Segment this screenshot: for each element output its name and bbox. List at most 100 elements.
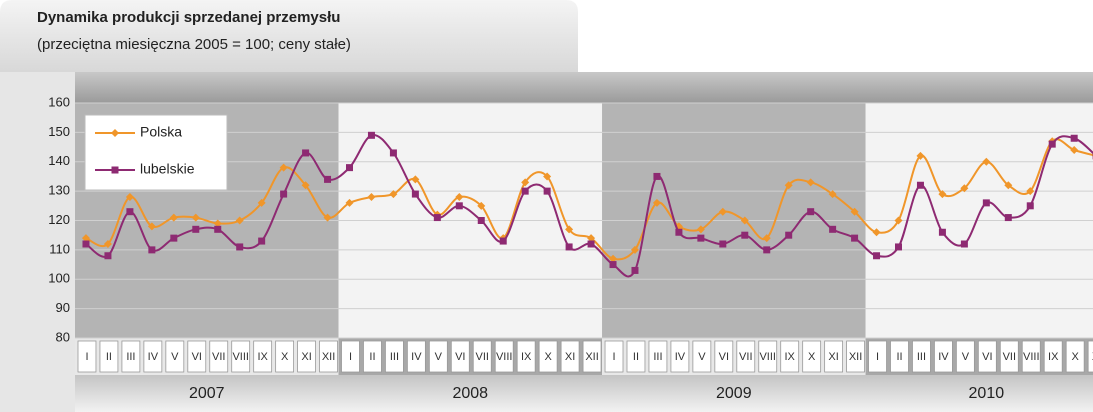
month-box	[121, 340, 141, 373]
marker	[411, 175, 420, 184]
month-box	[77, 340, 97, 373]
month-box	[472, 340, 492, 373]
marker	[652, 198, 661, 207]
marker	[982, 157, 991, 166]
legend-label: lubelskie	[140, 161, 195, 177]
marker	[455, 202, 463, 210]
marker	[587, 240, 595, 248]
x-tick-label: III	[653, 351, 662, 363]
month-box	[868, 340, 887, 373]
marker	[455, 193, 464, 201]
month-box	[275, 340, 295, 373]
marker	[477, 217, 485, 224]
marker	[631, 266, 639, 274]
chart-title: Dynamika produkcji sprzedanej przemysłu	[37, 9, 340, 26]
marker	[236, 243, 244, 251]
month-box	[802, 340, 822, 373]
y-tick-label: 150	[48, 124, 70, 139]
month-box	[165, 340, 185, 373]
month-box	[780, 340, 800, 373]
marker	[280, 190, 288, 198]
month-box	[582, 340, 602, 373]
marker	[82, 240, 90, 248]
x-tick-label: XI	[301, 351, 311, 363]
x-tick-label: VIII	[496, 351, 513, 363]
month-box	[626, 340, 646, 373]
x-tick-label: I	[349, 351, 352, 363]
marker	[258, 237, 266, 245]
marker	[257, 198, 266, 207]
chart-subtitle: (przeciętna miesięczna 2005 = 100; ceny …	[37, 36, 351, 53]
x-tick-label: XII	[322, 351, 335, 363]
month-box	[319, 340, 338, 373]
marker	[1004, 214, 1012, 222]
marker	[323, 213, 332, 222]
marker	[806, 178, 815, 187]
month-box	[1021, 340, 1041, 373]
marker	[103, 240, 112, 248]
marker	[916, 181, 924, 189]
year-label: 2007	[189, 385, 225, 402]
month-box	[538, 340, 558, 373]
month-box	[406, 340, 426, 373]
marker	[696, 225, 705, 234]
marker	[148, 246, 156, 254]
marker	[741, 231, 749, 239]
marker	[235, 216, 244, 225]
x-tick-label: XI	[565, 351, 575, 363]
month-box	[692, 340, 712, 373]
x-tick-label: I	[876, 351, 879, 363]
marker	[784, 181, 793, 190]
x-tick-label: XI	[828, 351, 838, 363]
marker	[675, 228, 683, 236]
x-tick-label: VII	[212, 351, 225, 363]
marker	[850, 207, 859, 216]
x-tick-label: V	[435, 351, 443, 363]
marker	[324, 175, 332, 183]
x-tick-label: VI	[455, 351, 465, 363]
month-box	[758, 340, 778, 373]
marker	[1070, 146, 1079, 154]
y-tick-label: 140	[48, 153, 70, 168]
marker	[279, 163, 288, 172]
legend-marker	[111, 166, 119, 174]
x-tick-label: III	[126, 351, 135, 363]
x-tick-label: VIII	[232, 351, 249, 363]
x-tick-label: IX	[257, 351, 268, 363]
marker	[719, 240, 727, 248]
marker	[345, 198, 354, 207]
marker	[630, 245, 639, 254]
marker	[565, 243, 573, 251]
marker	[587, 234, 596, 243]
year-label: 2009	[716, 385, 752, 402]
marker	[829, 225, 837, 233]
marker	[916, 151, 925, 160]
marker	[653, 172, 661, 180]
month-row-band	[338, 338, 603, 375]
marker	[1070, 134, 1078, 142]
x-tick-label: V	[171, 351, 179, 363]
x-tick-label: VII	[476, 351, 489, 363]
marker	[543, 187, 551, 195]
x-tick-label: IV	[411, 351, 422, 363]
month-box	[999, 340, 1019, 373]
month-box	[341, 340, 360, 373]
marker	[785, 231, 793, 239]
marker	[170, 234, 178, 242]
x-tick-label: VIII	[1023, 351, 1040, 363]
marker	[104, 252, 112, 260]
month-row-band	[75, 338, 339, 375]
marker	[609, 261, 617, 269]
month-box	[99, 340, 119, 373]
y-tick-label: 160	[48, 94, 70, 109]
marker	[851, 234, 859, 242]
marker	[762, 234, 771, 243]
month-box	[824, 340, 844, 373]
x-tick-label: IV	[148, 351, 159, 363]
marker	[191, 213, 200, 222]
marker	[697, 234, 705, 242]
marker	[477, 201, 486, 210]
month-box	[385, 340, 404, 373]
month-box	[297, 340, 316, 373]
x-tick-label: V	[698, 351, 706, 363]
